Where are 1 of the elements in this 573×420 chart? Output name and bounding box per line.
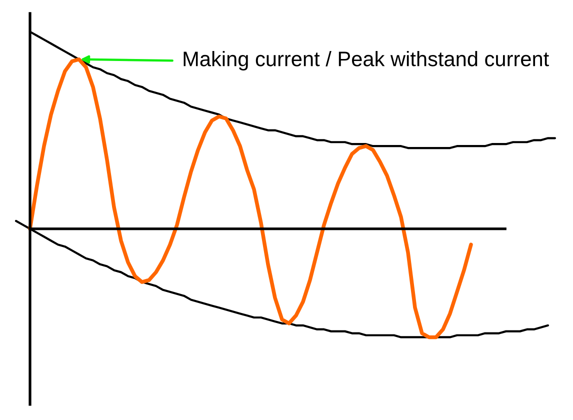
- annotation: Making current / Peak withstand current: [184, 51, 549, 70]
